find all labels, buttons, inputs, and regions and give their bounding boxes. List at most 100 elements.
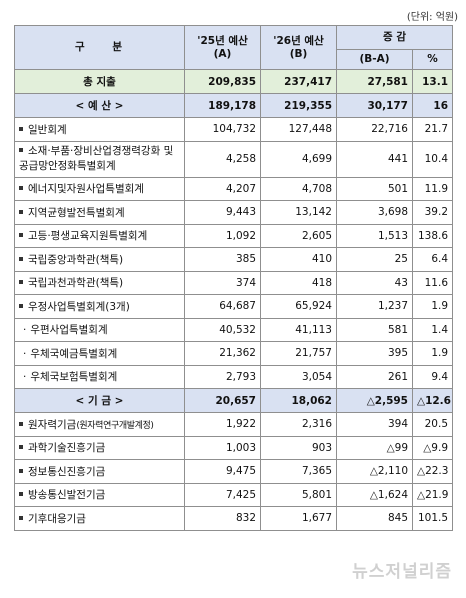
value-pct: 39.2 — [411, 200, 454, 225]
row-name: · 우체국예금특별회계 — [14, 341, 185, 366]
value-diff: 30,177 — [336, 93, 413, 118]
header-2025: '25년 예산 (A) — [184, 25, 261, 70]
table-row-sub: · 우체국보험특별회계 2,793 3,054 261 9.4 — [14, 364, 454, 389]
value-diff: 3,698 — [336, 200, 413, 225]
table-row: 일반회계 104,732 127,448 22,716 21.7 — [14, 117, 454, 142]
table-row: 에너지및자원사업특별회계 4,207 4,708 501 11.9 — [14, 176, 454, 201]
value-diff: 845 — [336, 506, 413, 531]
header-2026: '26년 예산 (B) — [260, 25, 337, 70]
row-name: < 예 산 > — [14, 93, 185, 118]
budget-table: 구 분 '25년 예산 (A) '26년 예산 (B) 증 감 (B-A) % 총 … — [14, 25, 454, 531]
value-2026: 18,062 — [260, 388, 337, 413]
value-diff: 25 — [336, 247, 413, 272]
value-2025: 104,732 — [184, 117, 261, 142]
middle-dot-icon: · — [23, 324, 27, 337]
value-pct: 11.6 — [411, 270, 454, 295]
header-gubun: 구 분 — [14, 25, 185, 70]
value-2025: 9,443 — [184, 200, 261, 225]
header-change: 증 감 — [335, 25, 454, 50]
value-2025: 1,092 — [184, 223, 261, 248]
table-row: 방송통신발전기금 7,425 5,801 △1,624 △21.9 — [14, 482, 454, 507]
value-pct: △12.6 — [411, 388, 454, 413]
row-name: 일반회계 — [14, 117, 185, 142]
value-pct: 10.4 — [411, 140, 454, 178]
bullet-icon — [19, 468, 23, 473]
bullet-icon — [19, 280, 23, 285]
row-name: 국립과천과학관(책특) — [14, 270, 185, 295]
value-2025: 40,532 — [184, 317, 261, 342]
value-2025: 209,835 — [184, 69, 261, 94]
value-2026: 418 — [260, 270, 337, 295]
value-pct: 1.4 — [411, 317, 454, 342]
value-2025: 2,793 — [184, 364, 261, 389]
value-diff: 27,581 — [336, 69, 413, 94]
value-diff: △99 — [336, 435, 413, 460]
value-pct: △21.9 — [411, 482, 454, 507]
row-name: 국립중앙과학관(책특) — [14, 247, 185, 272]
value-2025: 1,922 — [184, 412, 261, 437]
total-row: 총 지출 209,835 237,417 27,581 13.1 — [14, 69, 454, 94]
table-row-sub: · 우편사업특별회계 40,532 41,113 581 1.4 — [14, 317, 454, 342]
value-diff: 395 — [336, 341, 413, 366]
value-2025: 7,425 — [184, 482, 261, 507]
value-2026: 237,417 — [260, 69, 337, 94]
row-name: 원자력기금(원자력연구개발계정) — [14, 412, 185, 437]
row-name: 우정사업특별회계(3개) — [14, 294, 185, 319]
row-name: · 우편사업특별회계 — [14, 317, 185, 342]
value-2025: 21,362 — [184, 341, 261, 366]
table-row: 원자력기금(원자력연구개발계정) 1,922 2,316 394 20.5 — [14, 412, 454, 437]
table-row-sub: · 우체국예금특별회계 21,362 21,757 395 1.9 — [14, 341, 454, 366]
value-2025: 374 — [184, 270, 261, 295]
row-name: < 기 금 > — [14, 388, 185, 413]
value-2026: 5,801 — [260, 482, 337, 507]
bullet-icon — [19, 148, 23, 152]
value-2026: 903 — [260, 435, 337, 460]
value-2025: 189,178 — [184, 93, 261, 118]
middle-dot-icon: · — [23, 347, 27, 360]
bullet-icon — [19, 492, 23, 497]
value-2026: 21,757 — [260, 341, 337, 366]
bullet-icon — [19, 421, 23, 426]
value-pct: △9.9 — [411, 435, 454, 460]
value-pct: 9.4 — [411, 364, 454, 389]
value-2025: 1,003 — [184, 435, 261, 460]
value-2026: 410 — [260, 247, 337, 272]
table-row: 지역균형발전특별회계 9,443 13,142 3,698 39.2 — [14, 200, 454, 225]
watermark: 뉴스저널리즘 — [352, 562, 452, 582]
unit-label: (단위: 억원) — [406, 12, 458, 23]
value-pct: 101.5 — [411, 506, 454, 531]
value-pct: 21.7 — [411, 117, 454, 142]
value-2026: 13,142 — [260, 200, 337, 225]
bullet-icon — [19, 126, 23, 131]
value-diff: 43 — [336, 270, 413, 295]
bullet-icon — [19, 233, 23, 238]
value-2026: 41,113 — [260, 317, 337, 342]
table-row: 국립중앙과학관(책특) 385 410 25 6.4 — [14, 247, 454, 272]
bullet-icon — [19, 256, 23, 261]
fund-section-row: < 기 금 > 20,657 18,062 △2,595 △12.6 — [14, 388, 454, 413]
value-2025: 64,687 — [184, 294, 261, 319]
table-row: 기후대응기금 832 1,677 845 101.5 — [14, 506, 454, 531]
table-row: 소재·부품·장비산업경쟁력강화 및 공급망안정화특별회계 4,258 4,699… — [14, 140, 454, 178]
bullet-icon — [19, 445, 23, 450]
value-pct: 6.4 — [411, 247, 454, 272]
value-2026: 4,708 — [260, 176, 337, 201]
bullet-icon — [19, 515, 23, 520]
value-diff: 1,513 — [336, 223, 413, 248]
value-2026: 2,316 — [260, 412, 337, 437]
table-row: 과학기술진흥기금 1,003 903 △99 △9.9 — [14, 435, 454, 460]
bullet-icon — [19, 303, 23, 308]
value-diff: △2,595 — [336, 388, 413, 413]
row-name: 고등·평생교육지원특별회계 — [14, 223, 185, 248]
value-2025: 385 — [184, 247, 261, 272]
value-diff: 1,237 — [336, 294, 413, 319]
value-2026: 7,365 — [260, 459, 337, 484]
row-name: 방송통신발전기금 — [14, 482, 185, 507]
table-row: 정보통신진흥기금 9,475 7,365 △2,110 △22.3 — [14, 459, 454, 484]
row-name: 총 지출 — [14, 69, 185, 94]
value-2025: 9,475 — [184, 459, 261, 484]
value-diff: 581 — [336, 317, 413, 342]
value-pct: 1.9 — [411, 341, 454, 366]
value-2026: 219,355 — [260, 93, 337, 118]
value-diff: 441 — [336, 140, 413, 178]
